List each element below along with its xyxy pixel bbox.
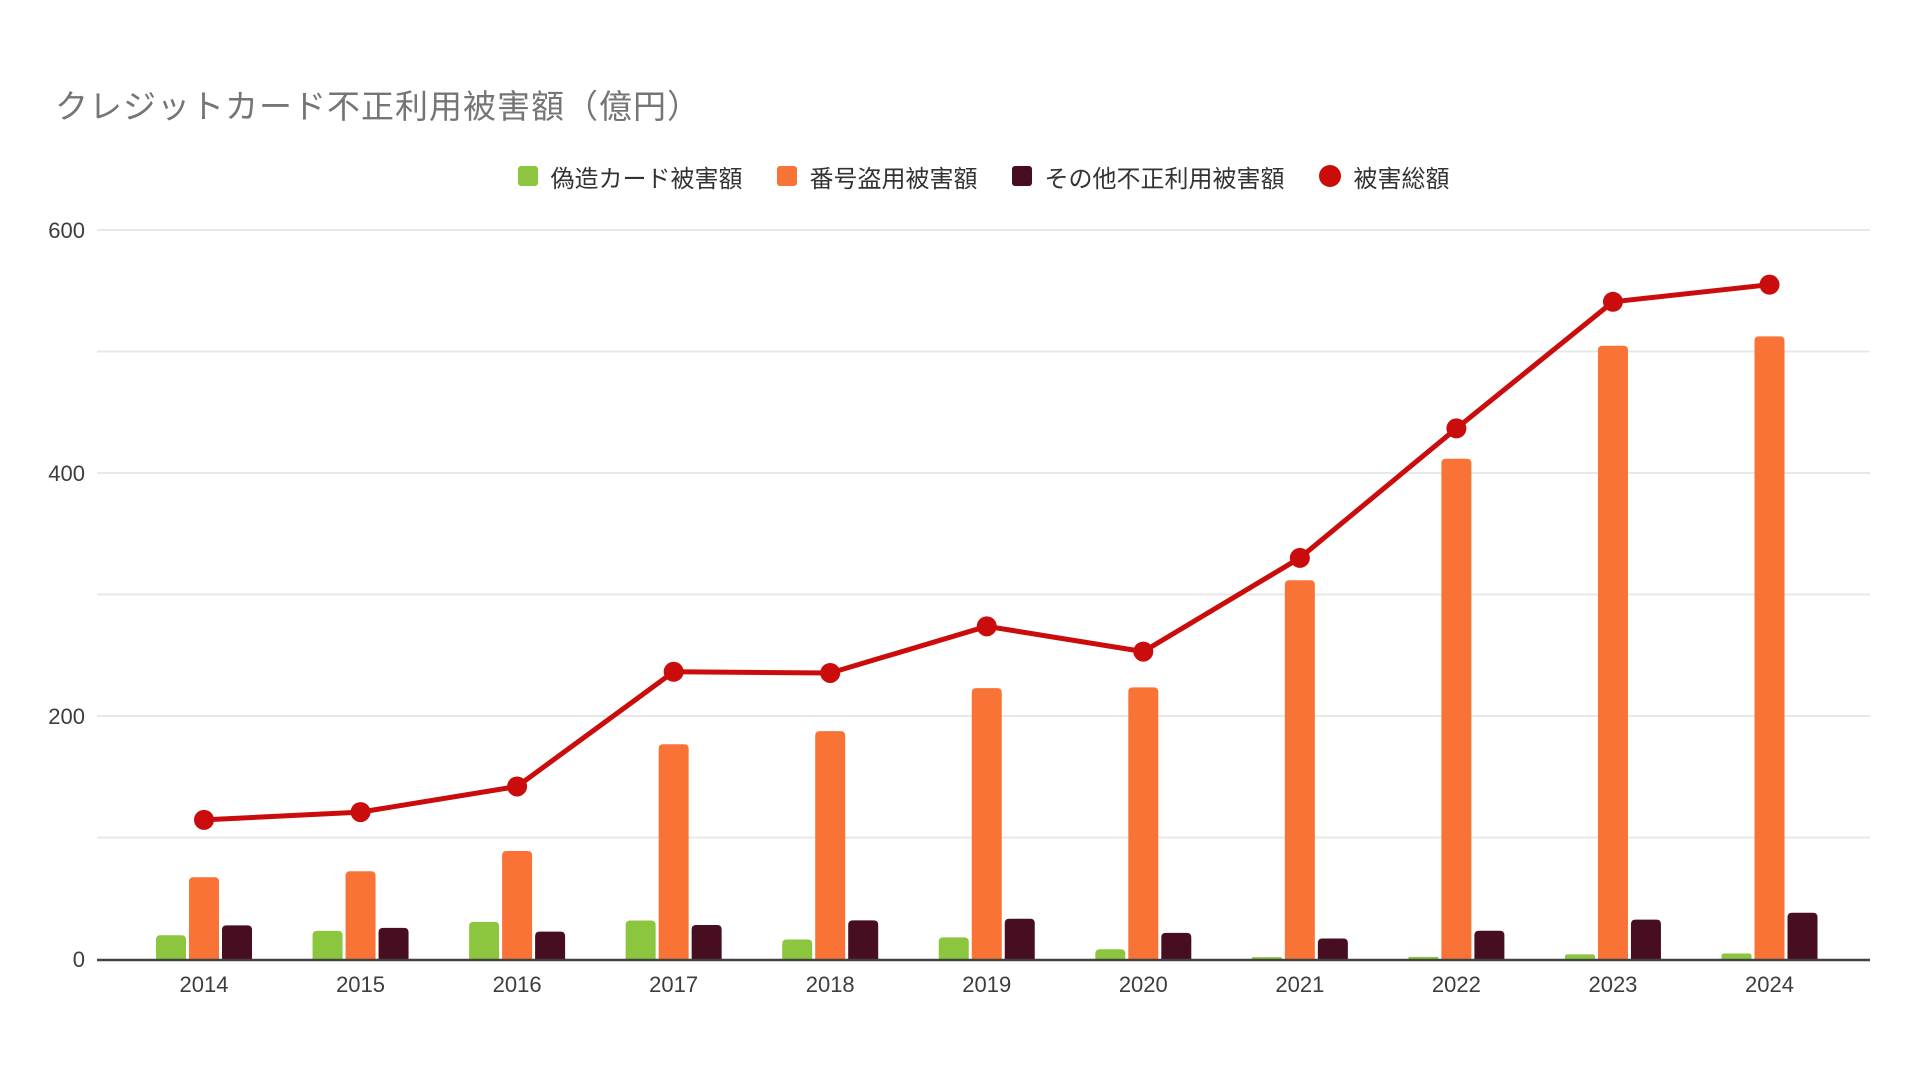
total-marker-icon — [1318, 165, 1341, 187]
legend-item-total: 被害総額 — [1318, 159, 1450, 194]
bar-number-theft-2021 — [1284, 580, 1315, 959]
bar-other-fraud-2024 — [1787, 912, 1818, 959]
bar-number-theft-2023 — [1597, 345, 1628, 959]
bar-counterfeit-card-2018 — [782, 939, 813, 959]
bar-number-theft-2020 — [1128, 687, 1159, 959]
bar-counterfeit-card-2024 — [1721, 953, 1752, 959]
bar-counterfeit-card-2021 — [1251, 957, 1282, 959]
x-label-2015: 2015 — [336, 972, 385, 997]
legend-label: 被害総額 — [1353, 165, 1450, 193]
total-dot-2021 — [1289, 547, 1310, 568]
legend-item-counterfeit-card: 偽造カード被害額 — [517, 159, 743, 194]
x-label-2014: 2014 — [180, 972, 229, 997]
total-dot-2022 — [1446, 418, 1467, 439]
total-dot-2020 — [1133, 641, 1154, 662]
x-label-2023: 2023 — [1588, 972, 1637, 997]
x-label-2021: 2021 — [1275, 972, 1324, 997]
bar-other-fraud-2014 — [222, 925, 252, 959]
x-label-2019: 2019 — [962, 972, 1011, 997]
bar-other-fraud-2019 — [1004, 918, 1035, 959]
bar-counterfeit-card-2014 — [156, 935, 186, 959]
bar-other-fraud-2018 — [848, 920, 879, 959]
bar-other-fraud-2015 — [378, 927, 409, 959]
total-dot-2019 — [976, 616, 997, 637]
bar-other-fraud-2022 — [1474, 930, 1505, 959]
total-dot-2024 — [1759, 274, 1780, 295]
x-label-2022: 2022 — [1432, 972, 1481, 997]
x-label-2017: 2017 — [649, 972, 698, 997]
bar-number-theft-2022 — [1441, 458, 1472, 959]
chart-title: クレジットカード不正利用被害額（億円） — [55, 88, 701, 125]
total-dot-2014 — [194, 809, 214, 830]
legend-item-other-fraud: その他不正利用被害額 — [1011, 159, 1285, 194]
y-tick-0: 0 — [73, 947, 85, 972]
bar-other-fraud-2020 — [1161, 932, 1192, 959]
x-label-2018: 2018 — [806, 972, 855, 997]
bar-other-fraud-2017 — [691, 924, 722, 959]
bar-counterfeit-card-2023 — [1564, 954, 1595, 959]
bar-counterfeit-card-2015 — [312, 930, 343, 959]
bar-number-theft-2019 — [971, 688, 1002, 959]
bar-number-theft-2018 — [815, 731, 846, 959]
x-label-2020: 2020 — [1119, 972, 1168, 997]
bar-counterfeit-card-2020 — [1095, 949, 1126, 959]
legend-label: その他不正利用被害額 — [1044, 165, 1285, 193]
legend-label: 偽造カード被害額 — [550, 165, 743, 193]
bar-other-fraud-2023 — [1630, 919, 1661, 959]
y-tick-400: 400 — [48, 461, 85, 486]
bar-number-theft-2017 — [658, 744, 689, 959]
x-label-2016: 2016 — [493, 972, 542, 997]
legend-item-number-theft: 番号盗用被害額 — [776, 159, 978, 194]
bar-number-theft-2024 — [1754, 336, 1785, 960]
bar-counterfeit-card-2022 — [1408, 956, 1439, 959]
total-dot-2015 — [350, 802, 371, 823]
bar-other-fraud-2016 — [535, 931, 566, 959]
bar-number-theft-2014 — [189, 877, 219, 959]
number-theft-swatch-icon — [776, 166, 797, 186]
y-tick-200: 200 — [48, 704, 85, 729]
bar-counterfeit-card-2017 — [625, 920, 656, 959]
legend: 偽造カード被害額 番号盗用被害額 その他不正利用被害額 被害総額 — [97, 159, 1870, 194]
legend-label: 番号盗用被害額 — [809, 165, 978, 193]
bar-number-theft-2015 — [345, 871, 376, 959]
y-tick-600: 600 — [48, 218, 85, 243]
x-label-2024: 2024 — [1745, 972, 1794, 997]
bar-number-theft-2016 — [502, 850, 533, 959]
total-dot-2017 — [663, 661, 684, 682]
total-dot-2023 — [1602, 291, 1623, 312]
total-dot-2018 — [820, 662, 841, 683]
bar-counterfeit-card-2019 — [938, 937, 969, 959]
other-fraud-swatch-icon — [1011, 166, 1032, 186]
bar-counterfeit-card-2016 — [469, 921, 500, 959]
total-dot-2016 — [507, 776, 528, 797]
counterfeit-card-swatch-icon — [517, 166, 538, 186]
bar-other-fraud-2021 — [1317, 938, 1348, 959]
